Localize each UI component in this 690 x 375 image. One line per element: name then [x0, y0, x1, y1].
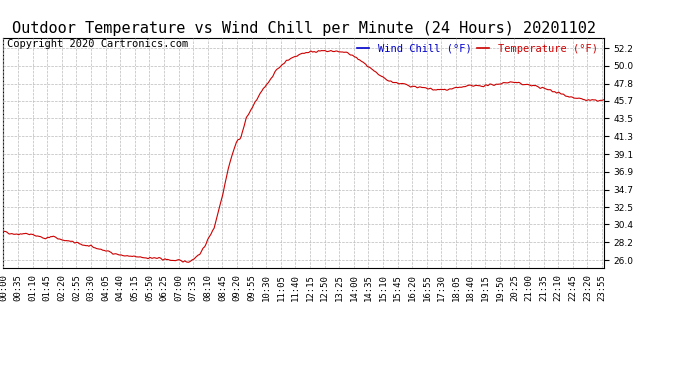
Title: Outdoor Temperature vs Wind Chill per Minute (24 Hours) 20201102: Outdoor Temperature vs Wind Chill per Mi… — [12, 21, 595, 36]
Text: Copyright 2020 Cartronics.com: Copyright 2020 Cartronics.com — [7, 39, 188, 50]
Legend: Wind Chill (°F), Temperature (°F): Wind Chill (°F), Temperature (°F) — [353, 40, 602, 58]
